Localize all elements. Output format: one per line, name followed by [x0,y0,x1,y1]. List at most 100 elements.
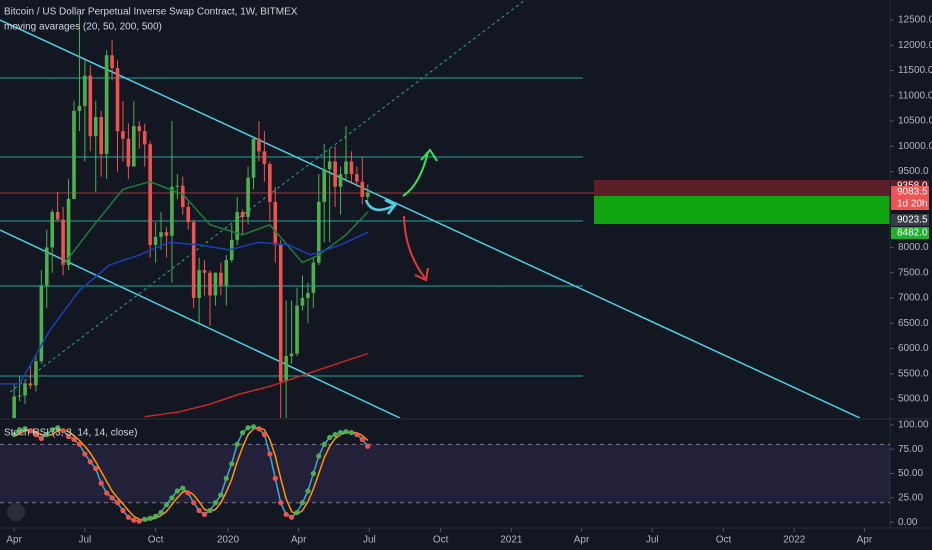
candle-body [191,222,196,298]
logo [7,503,25,521]
candle-body [219,272,223,286]
candle-body [180,185,185,207]
y-tick-label: 5500.0 [898,368,929,379]
stoch-dot [76,441,83,447]
x-tick-label: Oct [433,535,449,546]
chart-title: Bitcoin / US Dollar Perpetual Inverse Sw… [4,7,298,18]
candle-body [273,201,278,245]
candle-body [327,161,332,170]
candle-body [338,174,343,187]
x-tick-label: 2020 [217,535,240,546]
stoch-dot [310,470,316,477]
y-tick-label: 12500.0 [898,15,932,26]
stoch-dot [316,453,322,459]
stoch-dot [158,509,164,516]
candle-body [240,212,245,218]
arrows [364,148,438,282]
candle-body [93,117,98,137]
candle-body [126,138,131,167]
candle-body [104,55,109,154]
stoch-dot [22,426,28,432]
stoch-dot [321,441,327,447]
stoch-dot [33,431,39,438]
stoch-dot [163,502,170,508]
x-tick-label: Jul [646,535,659,546]
stoch-dot [283,511,289,517]
candle-body [28,383,33,386]
x-tick-label: Apr [857,535,873,546]
stoch-dot [272,475,278,481]
candle-body [121,131,125,139]
stoch-dot [180,485,186,491]
y-tick-label: 8000.0 [898,242,929,253]
candle-body [88,75,93,137]
stoch-dot [278,500,284,506]
arrow-down [403,215,426,279]
y-tick-label: 25.00 [898,492,923,503]
y-tick-label: 6500.0 [898,318,929,329]
y-tick-label: 6000.0 [898,343,929,354]
x-tick-label: 2021 [500,535,523,546]
stoch-dot [201,511,208,517]
y-tick-label: 9500.0 [898,166,929,177]
stoch-dot [229,461,235,467]
stoch-dot [87,459,93,465]
candle-body [355,174,359,182]
price-badge [891,186,929,198]
candle-body [300,297,305,306]
price-badge-label: 9023.5 [897,215,928,226]
channel-top [0,19,861,418]
y-tick-label: 50.00 [898,468,923,479]
candle-body [202,270,207,273]
stoch-dot [218,492,224,498]
stoch-dot [261,431,267,438]
candle-body [110,55,114,68]
candle-body [83,75,87,106]
stoch-dot [354,431,360,438]
x-tick-label: Oct [716,535,732,546]
candle-body [289,353,294,357]
candle-body [153,236,158,245]
arrow-up [402,151,429,197]
y-tick-label: 11500.0 [898,65,932,76]
x-tick-label: Apr [291,535,307,546]
candle-body [349,161,354,175]
candle-body [175,185,180,187]
stoch-dot [337,430,344,436]
support-zone [594,196,890,224]
stoch-dot [147,515,153,521]
y-tick-label: 12000.0 [898,40,932,51]
stoch-dot [71,436,77,443]
stoch-dot [234,441,240,447]
y-tick-label: 11000.0 [898,90,932,101]
candle-body [66,198,71,266]
candle-body [246,177,250,218]
candle-body [208,272,212,296]
candle-body [213,272,218,296]
candle-body [50,212,55,248]
stoch-dot [125,514,131,520]
stoch-dot [109,495,115,501]
candle-body [344,161,348,175]
price-badge [891,227,929,239]
axes: 5000.0 5500.0 6000.0 6500.0 7000.0 7500.0 8000… [6,15,932,546]
candle-body [164,232,169,236]
candle-body [295,305,299,354]
price-pane [0,14,370,418]
stoch-line [13,427,369,521]
x-tick-label: Apr [574,535,590,546]
stoch-dot [212,500,219,506]
stoch-dot [120,507,126,514]
price-badge-label: 9083.5 [897,187,928,198]
candle-body [17,395,22,397]
candle-body [360,181,365,197]
stoch-dot [55,425,61,431]
candle-body [12,396,16,418]
candle-body [186,206,191,223]
candle-body [251,138,256,178]
resistance-zone [594,180,890,196]
candle-body [61,219,65,266]
stoch-dot [250,424,257,430]
candle-body [170,186,174,236]
candle-body [132,126,136,167]
